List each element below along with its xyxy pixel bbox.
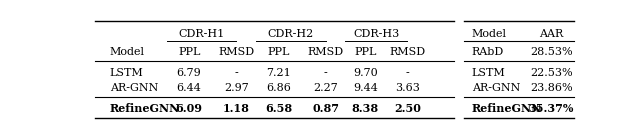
Text: AAR: AAR: [539, 29, 563, 39]
Text: Model: Model: [110, 47, 145, 57]
Text: CDR-H2: CDR-H2: [268, 29, 314, 39]
Text: PPL: PPL: [268, 47, 289, 57]
Text: PPL: PPL: [178, 47, 200, 57]
Text: 9.70: 9.70: [353, 68, 378, 78]
Text: 6.44: 6.44: [177, 83, 202, 93]
Text: 1.18: 1.18: [223, 103, 250, 114]
Text: -: -: [406, 68, 409, 78]
Text: 22.53%: 22.53%: [530, 68, 573, 78]
Text: AR-GNN: AR-GNN: [110, 83, 158, 93]
Text: 6.09: 6.09: [175, 103, 203, 114]
Text: CDR-H3: CDR-H3: [353, 29, 400, 39]
Text: 8.38: 8.38: [351, 103, 379, 114]
Text: 6.86: 6.86: [266, 83, 291, 93]
Text: 3.63: 3.63: [395, 83, 420, 93]
Text: AR-GNN: AR-GNN: [472, 83, 520, 93]
Text: 9.44: 9.44: [353, 83, 378, 93]
Text: RMSD: RMSD: [307, 47, 344, 57]
Text: RefineGNN: RefineGNN: [110, 103, 180, 114]
Text: 0.87: 0.87: [312, 103, 339, 114]
Text: 23.86%: 23.86%: [530, 83, 573, 93]
Text: CDR-H1: CDR-H1: [179, 29, 225, 39]
Text: Model: Model: [472, 29, 507, 39]
Text: RefineGNN: RefineGNN: [472, 103, 542, 114]
Text: -: -: [324, 68, 328, 78]
Text: 2.27: 2.27: [313, 83, 338, 93]
Text: 28.53%: 28.53%: [530, 47, 573, 57]
Text: RMSD: RMSD: [389, 47, 426, 57]
Text: LSTM: LSTM: [110, 68, 143, 78]
Text: RAbD: RAbD: [472, 47, 504, 57]
Text: PPL: PPL: [354, 47, 376, 57]
Text: 6.79: 6.79: [177, 68, 202, 78]
Text: RMSD: RMSD: [218, 47, 254, 57]
Text: -: -: [234, 68, 238, 78]
Text: LSTM: LSTM: [472, 68, 506, 78]
Text: 2.97: 2.97: [224, 83, 248, 93]
Text: 2.50: 2.50: [394, 103, 420, 114]
Text: 35.37%: 35.37%: [529, 103, 574, 114]
Text: 7.21: 7.21: [266, 68, 291, 78]
Text: 6.58: 6.58: [265, 103, 292, 114]
